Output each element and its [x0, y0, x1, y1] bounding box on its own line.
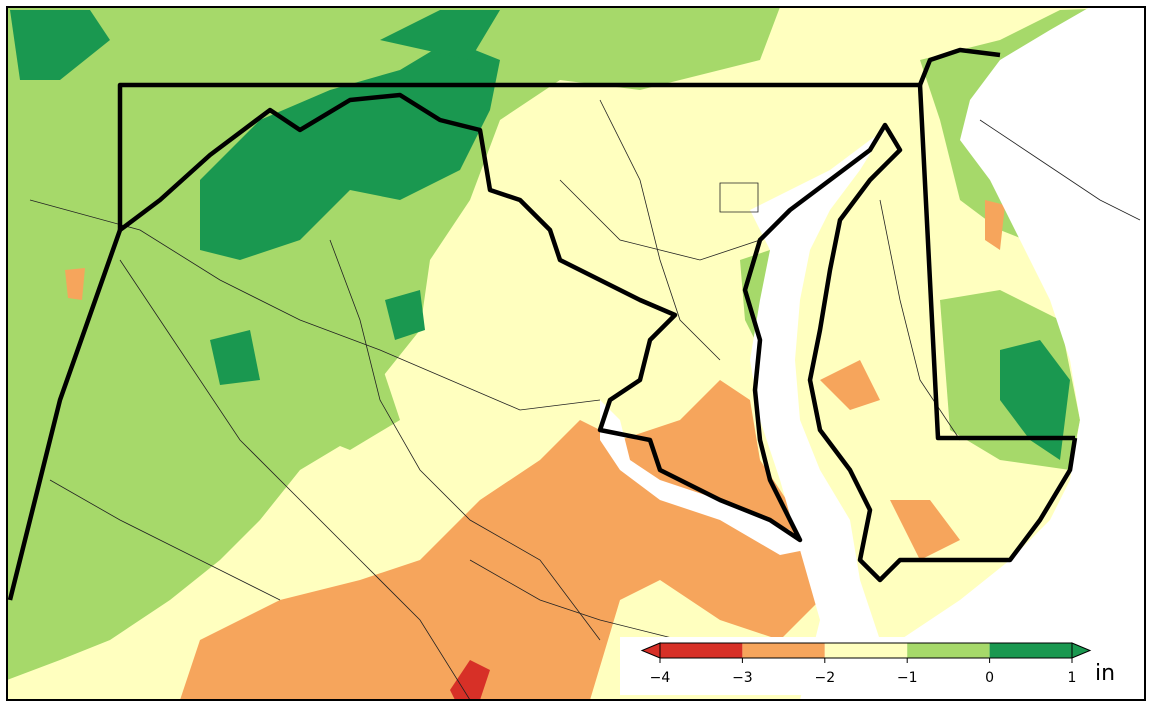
color-bin: [907, 643, 990, 658]
color-bin: [742, 643, 825, 658]
west-green: [7, 7, 780, 680]
dark-green-areas: [10, 10, 1070, 460]
county-line: [29, 199, 601, 411]
colorbar: −4 −3 −2 −1 0 1: [640, 642, 1092, 686]
lower-shore-orange: [890, 500, 960, 560]
tick-label: −2: [814, 670, 835, 686]
state-borders: [7, 47, 1078, 601]
color-bin: [660, 643, 743, 658]
tick-label: −3: [732, 670, 753, 686]
chesapeake-bay: [750, 130, 900, 700]
shore-orange: [820, 360, 880, 410]
wv-va-line: [7, 229, 123, 601]
county-line: [329, 239, 601, 641]
wv-green: [210, 330, 260, 385]
county-line: [879, 199, 961, 441]
western-md-green: [200, 40, 500, 260]
county-line: [559, 179, 761, 261]
map-frame: [6, 6, 1146, 701]
county-line: [979, 119, 1141, 221]
county-line: [49, 479, 281, 601]
tick-label: −1: [897, 670, 918, 686]
potomac: [600, 400, 805, 555]
north-green: [380, 10, 500, 60]
delaware-orange: [985, 200, 1005, 250]
tick-label: 1: [1068, 670, 1077, 686]
unit-label: in: [1095, 661, 1115, 686]
frederick-green: [385, 290, 425, 340]
de-arc: [917, 47, 1001, 86]
county-line: [599, 99, 721, 361]
color-bin: [824, 643, 908, 658]
colorbar-outline: [659, 642, 1073, 659]
virginia-orange: [180, 380, 820, 700]
nw-green: [10, 10, 110, 80]
tick-label: 0: [985, 670, 994, 686]
county-line: [119, 259, 471, 700]
color-bin: [989, 643, 1072, 658]
se-green: [1000, 340, 1070, 460]
red-area: [450, 660, 490, 700]
county-line: [469, 559, 681, 641]
county-borders: [29, 99, 1141, 700]
map-field: [7, 7, 1145, 700]
county-line: [719, 182, 759, 213]
water: [600, 7, 1145, 700]
central-green: [300, 360, 400, 450]
wv-orange: [65, 268, 85, 300]
tick-label: −4: [650, 670, 671, 686]
orange-areas: [65, 200, 1005, 700]
ocean-delaware-bay: [860, 7, 1145, 700]
maryland-outline: [118, 92, 1078, 583]
